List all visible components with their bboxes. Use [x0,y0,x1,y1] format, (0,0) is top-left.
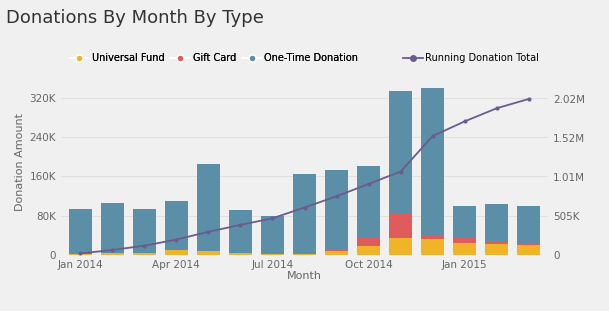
Bar [69,254,92,255]
Bar [421,239,444,255]
Bar [421,88,444,235]
Bar [421,235,444,239]
Bar [453,238,476,243]
Bar [389,91,412,213]
Legend: Universal Fund, Gift Card, One-Time Donation: Universal Fund, Gift Card, One-Time Dona… [66,49,362,67]
Bar [325,248,348,251]
Bar [229,253,252,255]
Bar [453,206,476,238]
Bar [69,209,92,254]
Bar [229,210,252,253]
Bar [133,253,156,255]
Bar [357,237,380,246]
Y-axis label: Donation Amount: Donation Amount [15,113,26,211]
Bar [485,244,509,255]
Text: Donations By Month By Type: Donations By Month By Type [6,9,264,27]
Bar [261,216,284,254]
Bar [197,251,220,255]
Bar [325,170,348,248]
Bar [389,213,412,238]
Bar [133,209,156,253]
Bar [100,203,124,253]
Bar [357,246,380,255]
Legend: Running Donation Total: Running Donation Total [400,49,543,67]
Bar [485,241,509,244]
Bar [261,254,284,255]
Bar [325,251,348,255]
Bar [517,206,540,243]
Bar [389,238,412,255]
Bar [197,164,220,251]
Bar [485,204,509,241]
Bar [293,174,316,254]
Bar [165,201,188,250]
Bar [453,243,476,255]
Bar [517,245,540,255]
X-axis label: Month: Month [287,271,322,281]
Bar [165,250,188,255]
Bar [517,243,540,245]
Bar [293,254,316,255]
Bar [357,166,380,237]
Bar [100,253,124,255]
